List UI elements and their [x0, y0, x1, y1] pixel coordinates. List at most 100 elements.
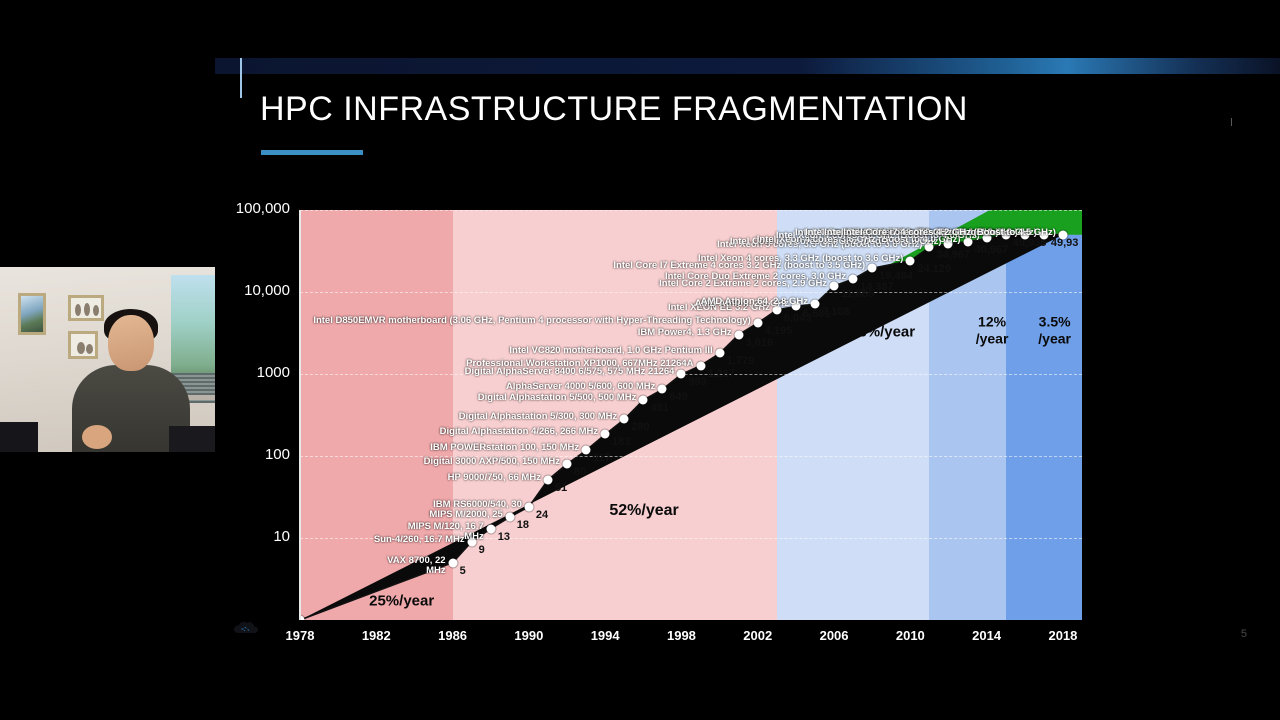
era-band [300, 210, 453, 620]
era-band [1005, 210, 1082, 620]
data-point-annotation: IBM RS6000/540, 30 [433, 498, 522, 510]
gridline [300, 374, 1082, 375]
data-point [467, 537, 477, 547]
data-point-value: 280 [631, 421, 650, 434]
data-point-annotation: Digital AlphaServer 8400 6/575, 575 MHz … [464, 366, 675, 378]
era-rate-label: 12% /year [975, 313, 1009, 347]
x-tick-label: 1990 [514, 628, 544, 643]
data-point [715, 348, 725, 358]
data-point-annotation: Intel Xeon 4 cores 3.6 GHz (Boost to 4.0… [756, 233, 961, 245]
header-banner [215, 58, 1280, 74]
data-point-value: 49,935 [1012, 236, 1047, 249]
data-point-value: 1,779 [726, 355, 755, 368]
data-point-value: 1,267 [707, 367, 736, 380]
data-point-annotation: AMD Athlon 64, 2.8 GHz [700, 296, 808, 308]
data-point-value: 49,93 [1050, 236, 1079, 249]
page-title: HPC INFRASTRUCTURE FRAGMENTATION [260, 90, 968, 128]
data-point-annotation: Intel VC820 motherboard, 1.0 GHz Pentium… [509, 345, 713, 357]
gridline [300, 456, 1082, 457]
gridline [300, 210, 1082, 211]
data-point-value: 649 [669, 391, 688, 404]
data-point-annotation: IBM POWERstation 100, 150 MHz [430, 442, 580, 454]
data-point-annotation: Professional Workstation XP1000, 667MHz … [466, 357, 694, 369]
data-point-value: 11,865 [841, 287, 875, 300]
y-tick-label: 100 [264, 446, 290, 463]
data-point-annotation: VAX 8700, 22 MHz [387, 554, 446, 576]
desk-left [0, 422, 38, 452]
data-point-value: 6,043 [783, 311, 812, 324]
x-axis: 1978 1982 1986 1990 1994 1998 2002 2006 2010 2014… [286, 628, 1082, 648]
data-point [1020, 230, 1030, 240]
data-point [657, 384, 667, 394]
data-point [676, 369, 686, 379]
data-point [848, 274, 858, 284]
era-rate-label: 23%/year [850, 323, 916, 341]
era-rate-label: 52%/year [609, 502, 679, 520]
data-point-annotation: Intel Core i7 4 cores 4.0 GHz (Boost to … [824, 226, 1037, 238]
data-point [924, 242, 934, 252]
data-point-annotation: Intel Core i7 4 cores 3.4 GHz (boost to … [729, 235, 942, 247]
data-point [905, 256, 915, 266]
data-point-annotation: Intel Xeon 4 cores 3.6 GHz (Boost to 4.0… [775, 230, 980, 242]
data-point-value: 7,108 [821, 306, 850, 319]
data-point [963, 237, 973, 247]
data-point-annotation: Sun-4/260, 16.7 MHz [373, 533, 465, 545]
era-band [452, 210, 777, 620]
data-point [1001, 230, 1011, 240]
y-tick-label: 100,000 [235, 200, 290, 217]
window-sill [171, 395, 215, 400]
data-point [543, 475, 553, 485]
data-point-annotation: AlphaServer 4000 5/600, 600 MHz [505, 381, 656, 393]
data-point-annotation: Intel Core Duo Extreme 2 cores, 3.0 GHz [665, 271, 847, 283]
era-rate-label: 3.5% /year [1038, 313, 1071, 347]
data-point-annotation: Intel Xeon 4 cores 3.7 GHz (Boost to 4.1… [794, 226, 999, 238]
data-point-annotation: Digital Alphastation 5/300, 300 MHz [458, 411, 618, 423]
data-point-annotation: Intel D850EMVR motherboard (3.06 GHz, Pe… [313, 314, 751, 326]
data-point-value: 19,484 [879, 270, 913, 283]
data-point [791, 301, 801, 311]
data-point-value: 9 [478, 543, 485, 556]
data-point [810, 299, 820, 309]
data-point [943, 239, 953, 249]
decorative-tick [1231, 118, 1232, 126]
wall-picture [18, 293, 46, 335]
data-point [772, 305, 782, 315]
era-rate-label: 25%/year [369, 592, 435, 610]
x-tick-label: 2006 [819, 628, 849, 643]
data-point [581, 445, 591, 455]
data-point-value: 481 [650, 402, 669, 415]
wall-picture [68, 295, 104, 321]
cloud-icon [233, 621, 259, 633]
data-point [982, 233, 992, 243]
data-point [696, 361, 706, 371]
data-point [638, 395, 648, 405]
data-point-value: 24 [535, 508, 549, 521]
x-tick-label: 1994 [590, 628, 620, 643]
data-point-annotation: HP 9000/750, 66 MHz [447, 471, 541, 483]
data-point-value: 18 [516, 519, 530, 532]
y-axis [299, 210, 301, 620]
data-point [524, 502, 534, 512]
data-point-value: 5 [459, 564, 466, 577]
data-point-annotation: Digital 3000 AXP/500, 150 MHz [423, 455, 561, 467]
x-tick-label: 2002 [743, 628, 773, 643]
gridline [300, 538, 1082, 539]
data-point [1039, 230, 1049, 240]
data-point-annotation: AMD Athlon, 2.6 GHz [694, 298, 789, 310]
webcam-overlay [0, 0, 215, 720]
data-point [753, 318, 763, 328]
data-point-value: 40,967 [974, 243, 1009, 256]
x-tick-label: 1998 [666, 628, 696, 643]
data-point-value: 24,129 [917, 262, 951, 275]
y-tick-label: 1000 [256, 364, 290, 381]
curve-undershade [300, 234, 1063, 620]
data-point [867, 263, 877, 273]
data-point-annotation: MIPS M/2000, 25 [429, 509, 503, 521]
data-point-value: 117 [593, 452, 611, 465]
y-tick-label: 10 [273, 528, 290, 545]
data-point [300, 615, 305, 620]
data-point [486, 524, 496, 534]
data-point-annotation: Intel Core I7 Extreme 4 cores 3.2 GHz (b… [613, 260, 866, 272]
data-point-value: 183 [612, 436, 631, 449]
